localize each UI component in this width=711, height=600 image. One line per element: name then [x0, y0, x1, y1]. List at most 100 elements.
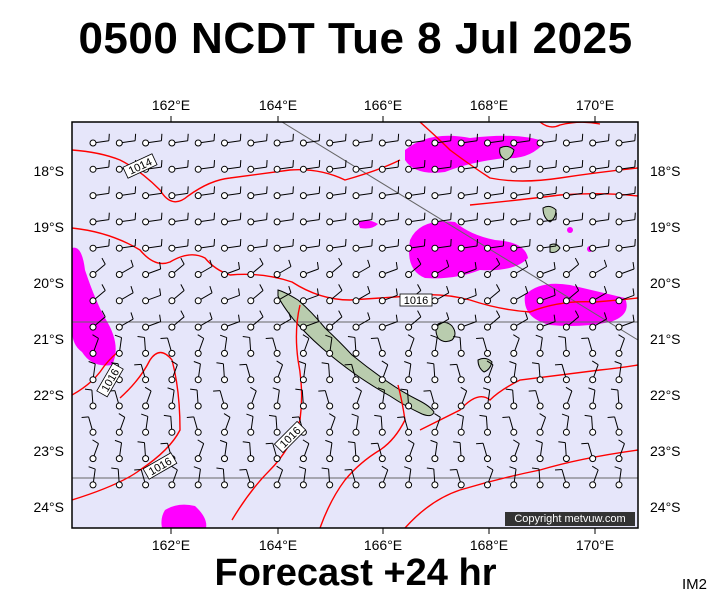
wind-station: [247, 323, 255, 331]
wind-station: [589, 271, 597, 278]
wind-station: [378, 349, 386, 357]
wind-barb-feather: [381, 360, 389, 366]
wind-barb-feather: [291, 416, 300, 418]
wind-barb-feather: [588, 387, 596, 391]
wind-barb-feather: [496, 310, 501, 318]
wind-station: [89, 481, 97, 489]
lon-labels-top: 162°E 164°E 166°E 168°E 170°E: [152, 97, 614, 113]
wind-station: [589, 139, 597, 147]
wind-barb-feather: [92, 334, 99, 339]
wind-barb-feather: [209, 259, 213, 267]
wind-station: [536, 244, 544, 252]
wind-station: [352, 402, 360, 410]
wind-station: [457, 297, 465, 305]
lat-label: 23°S: [33, 443, 64, 459]
wind-station: [194, 481, 202, 489]
wind-barb-feather: [338, 284, 343, 291]
wind-station: [615, 218, 623, 226]
wind-barb-feather: [180, 284, 185, 291]
wind-station: [221, 323, 228, 331]
wind-barb-feather: [591, 360, 599, 366]
wind-station: [562, 455, 570, 463]
wind-barb-feather: [476, 337, 484, 340]
wind-station: [115, 192, 123, 200]
wind-station: [484, 271, 491, 278]
wind-station: [299, 165, 307, 173]
wind-barb-feather: [246, 413, 254, 417]
wind-station: [194, 402, 202, 410]
wind-barb-feather: [101, 310, 106, 318]
wind-station: [273, 428, 281, 436]
wind-station: [221, 349, 228, 357]
wind-station: [562, 271, 570, 278]
wind-station: [457, 271, 465, 278]
wind-station: [221, 139, 228, 147]
wind-station: [562, 297, 570, 305]
wind-barb-feather: [456, 413, 464, 417]
wind-station: [352, 165, 360, 173]
wind-barb-feather: [407, 334, 415, 339]
wind-station: [221, 402, 228, 410]
wind-station: [194, 218, 202, 226]
lat-label: 18°S: [33, 163, 64, 179]
lat-label: 23°S: [650, 443, 681, 459]
wind-station: [562, 428, 570, 436]
wind-barb-feather: [370, 442, 378, 445]
wind-barb-feather: [316, 314, 319, 322]
wind-barb-feather: [213, 390, 221, 392]
wind-barb-feather: [374, 414, 382, 417]
wind-station: [221, 297, 228, 305]
wind-barb-feather: [524, 259, 529, 267]
wind-barb-feather: [239, 363, 247, 366]
wind-barb-feather: [395, 288, 398, 296]
wind-station: [89, 244, 97, 252]
wind-station: [589, 376, 597, 384]
wind-station: [273, 376, 281, 384]
wind-barb-feather: [238, 288, 241, 296]
wind-barb-feather: [453, 336, 461, 338]
wind-barb-feather: [474, 314, 477, 322]
wind-barb-feather: [137, 441, 145, 444]
wind-station: [299, 402, 307, 410]
wind-station: [221, 428, 228, 436]
wind-station: [405, 271, 413, 278]
wind-barb-feather: [476, 442, 484, 445]
wind-station: [562, 244, 570, 252]
wind-station: [299, 323, 307, 331]
wind-station: [352, 244, 360, 252]
wind-station: [326, 244, 334, 252]
lon-label: 170°E: [576, 537, 614, 553]
wind-barb-feather: [197, 334, 204, 339]
wind-barb-feather: [344, 469, 352, 471]
wind-station: [299, 139, 307, 147]
wind-station: [405, 218, 413, 226]
wind-station: [405, 165, 413, 173]
wind-barb-feather: [603, 259, 608, 267]
wind-barb-feather: [130, 285, 134, 293]
wind-station: [431, 428, 439, 436]
wind-barb-feather: [367, 312, 371, 320]
lon-label: 162°E: [152, 97, 190, 113]
wind-barb-feather: [607, 416, 615, 418]
wind-station: [115, 481, 123, 489]
wind-station: [510, 218, 518, 226]
wind-station: [484, 402, 491, 410]
wind-station: [352, 192, 360, 200]
wind-barb-feather: [395, 314, 398, 322]
wind-station: [615, 244, 623, 252]
wind-station: [457, 192, 465, 200]
wind-station: [378, 376, 386, 384]
wind-station: [221, 165, 228, 173]
wind-station: [142, 323, 150, 331]
wind-station: [589, 218, 597, 226]
wind-station: [562, 165, 570, 173]
wind-station: [352, 271, 360, 278]
wind-station: [115, 297, 123, 305]
isobar-line: [419, 122, 638, 182]
wind-station: [168, 323, 176, 331]
wind-station: [273, 271, 281, 278]
wind-station: [89, 376, 97, 384]
wind-station: [89, 165, 97, 173]
wind-station: [142, 428, 150, 436]
